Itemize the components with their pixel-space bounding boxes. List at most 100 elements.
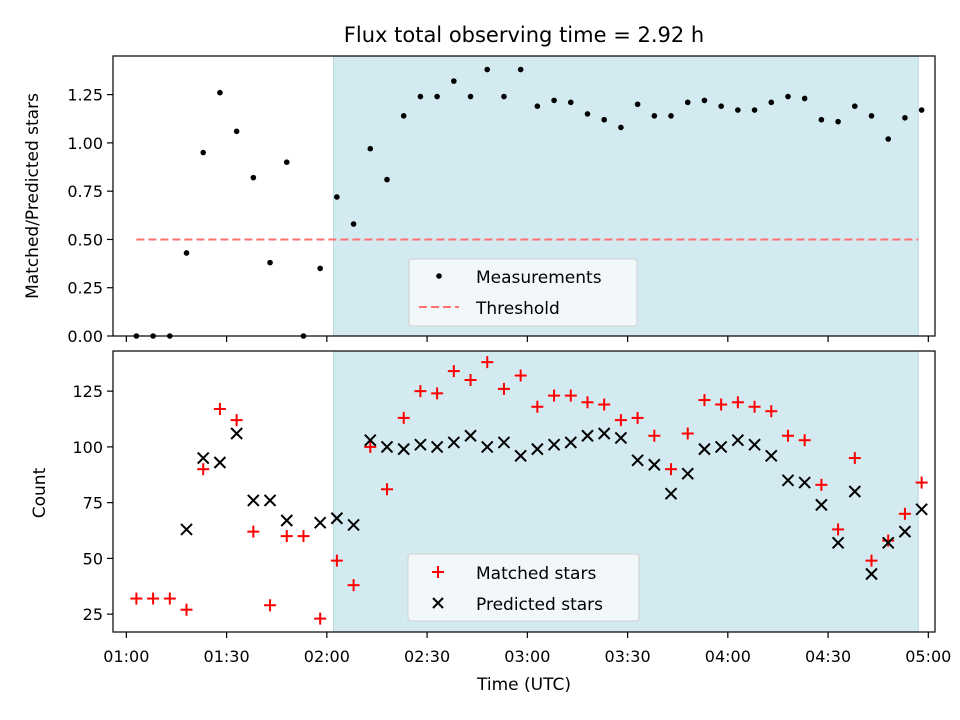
measurement-point: [651, 113, 658, 119]
matched-star-point: [314, 612, 327, 625]
measurement-point: [400, 113, 407, 119]
matched-star-point: [715, 398, 728, 411]
matched-star-point: [631, 411, 644, 424]
bottom-axes-frame: [112, 350, 936, 633]
bottom-y-axis-label: Count: [30, 467, 50, 518]
predicted-star-point: [414, 438, 427, 451]
top-x-ticks: [125, 336, 929, 342]
predicted-star-point: [865, 567, 878, 581]
measurement-point: [902, 114, 908, 121]
top-panel: 0.00 0.25 0.50 0.75 1.00 1.25 Matched/Predict…: [23, 55, 936, 346]
matched-star-point: [748, 400, 761, 413]
predicted-star-point: [815, 498, 828, 512]
predicted-star-point: [581, 429, 594, 442]
predicted-star-point: [798, 476, 811, 489]
matched-star-point: [681, 427, 694, 440]
measurement-point: [384, 176, 390, 183]
matched-legend-marker: [432, 566, 444, 578]
predicted-star-point: [230, 427, 243, 440]
predicted-star-point: [531, 442, 544, 456]
matched-points: [130, 356, 928, 625]
matched-star-point: [481, 356, 494, 369]
top-y-tick-label: 0.00: [67, 327, 103, 346]
x-tick-label: 03:30: [605, 647, 651, 666]
measurement-point: [801, 95, 808, 102]
predicted-star-point: [497, 436, 511, 449]
measurement-point: [735, 107, 741, 113]
matched-star-point: [497, 382, 510, 395]
legend-threshold: Threshold: [475, 299, 560, 319]
measurement-point: [684, 99, 691, 106]
measurement-point: [918, 107, 925, 113]
measurement-point: [183, 250, 190, 256]
measurement-points: [133, 66, 925, 339]
bottom-legend: Matched stars Predicted stars: [407, 553, 640, 622]
matched-star-point: [798, 434, 811, 447]
measurement-point: [367, 145, 374, 152]
matched-star-point: [514, 369, 527, 382]
measurement-point: [618, 124, 624, 131]
predicted-star-point: [898, 525, 912, 538]
predicted-star-point: [547, 438, 561, 451]
measurement-legend-marker: [436, 273, 442, 279]
matched-star-point: [765, 405, 778, 418]
matched-star-point: [648, 429, 661, 442]
predicted-star-point: [330, 512, 344, 525]
measurement-point: [567, 99, 574, 106]
predicted-legend-marker: [432, 597, 444, 609]
predicted-star-point: [280, 514, 293, 527]
measurement-point: [768, 99, 775, 106]
matched-star-point: [163, 592, 176, 605]
matched-star-point: [665, 463, 678, 476]
predicted-star-point: [614, 431, 628, 445]
predicted-star-point: [347, 518, 360, 532]
measurement-point: [835, 118, 841, 125]
matched-star-point: [898, 507, 911, 520]
top-legend: Measurements Threshold: [408, 258, 638, 327]
matched-star-point: [598, 398, 611, 411]
top-y-tick-label: 0.50: [67, 230, 103, 249]
predicted-star-point: [731, 433, 745, 447]
measurement-point: [701, 97, 708, 104]
predicted-star-point: [364, 433, 377, 447]
matched-star-point: [698, 394, 711, 407]
bottom-y-tick-label: 75: [83, 494, 103, 513]
matched-star-point: [213, 402, 226, 415]
measurement-point: [634, 101, 641, 108]
predicted-star-point: [481, 440, 494, 454]
matched-star-point: [731, 396, 744, 409]
x-tick-label: 03:00: [504, 647, 550, 666]
bottom-y-tick-label: 100: [72, 438, 103, 457]
predicted-star-point: [180, 523, 193, 536]
measurement-point: [885, 136, 892, 142]
matched-star-point: [781, 429, 794, 442]
bottom-y-ticks: 25 50 75 100 125: [72, 382, 113, 624]
top-y-tick-label: 1.00: [67, 134, 103, 153]
measurement-point: [451, 78, 457, 84]
predicted-star-point: [514, 449, 527, 463]
measurement-point: [317, 265, 323, 272]
matched-star-point: [581, 396, 594, 409]
predicted-star-point: [664, 487, 678, 500]
predicted-star-point: [380, 440, 394, 454]
top-legend-box: [408, 258, 638, 327]
measurement-point: [217, 89, 223, 96]
predicted-star-point: [447, 436, 461, 449]
matched-star-point: [531, 400, 544, 413]
top-y-tick-label: 0.75: [67, 182, 103, 201]
bottom-y-tick-label: 25: [83, 605, 103, 624]
predicted-star-point: [681, 467, 694, 480]
matched-star-point: [915, 476, 928, 489]
bottom-x-ticks: 01:00 01:30 02:00 02:30 03:00 03:30 04:00 04:30…: [103, 632, 951, 666]
measurement-point: [200, 149, 207, 156]
predicted-star-point: [631, 454, 644, 467]
measurement-point: [334, 194, 340, 200]
x-tick-label: 02:00: [304, 647, 350, 666]
measurement-point: [467, 93, 474, 100]
predicted-star-point: [197, 451, 210, 465]
matched-star-point: [230, 414, 243, 427]
measurement-point: [601, 116, 607, 123]
measurement-point: [267, 259, 273, 266]
top-y-axis-label: Matched/Predicted stars: [23, 93, 43, 299]
